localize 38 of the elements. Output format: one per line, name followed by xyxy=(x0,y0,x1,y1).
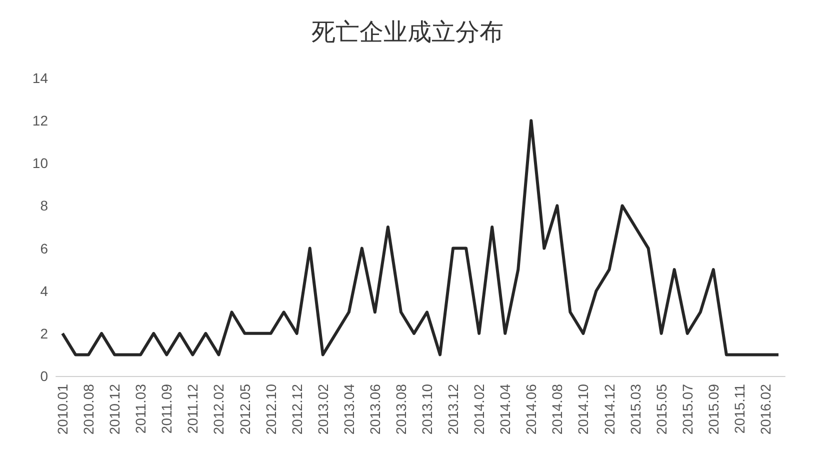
x-tick-label: 2012.02 xyxy=(210,384,227,435)
y-tick-label: 4 xyxy=(40,282,48,299)
x-tick-label: 2015.09 xyxy=(705,384,722,435)
x-tick-label: 2013.04 xyxy=(340,384,357,435)
x-tick-label: 2015.07 xyxy=(679,384,696,435)
x-tick-label: 2012.10 xyxy=(262,384,279,435)
x-tick-label: 2014.06 xyxy=(523,384,540,435)
x-tick-label: 2011.12 xyxy=(184,384,201,434)
x-tick-label: 2010.01 xyxy=(54,384,71,435)
y-tick-label: 8 xyxy=(40,198,48,214)
x-tick-label: 2015.05 xyxy=(653,384,670,435)
x-tick-label: 2014.02 xyxy=(471,384,488,435)
x-tick-label: 2011.09 xyxy=(158,384,175,434)
x-tick-label: 2014.08 xyxy=(549,384,566,435)
x-tick-label: 2012.05 xyxy=(236,384,253,435)
y-tick-label: 10 xyxy=(32,155,48,172)
x-tick-label: 2015.03 xyxy=(627,384,644,435)
x-tick-label: 2013.10 xyxy=(419,384,436,435)
x-tick-label: 2010.12 xyxy=(106,384,123,435)
chart-title: 死亡企业成立分布 xyxy=(312,19,504,46)
x-tick-label: 2014.04 xyxy=(497,384,514,435)
x-tick-label: 2013.12 xyxy=(445,384,462,435)
x-tick-label: 2013.02 xyxy=(314,384,331,435)
y-tick-label: 2 xyxy=(40,325,48,342)
y-tick-label: 6 xyxy=(40,240,48,256)
y-tick-label: 12 xyxy=(32,112,48,129)
x-tick-label: 2012.12 xyxy=(288,384,305,435)
x-tick-label: 2013.06 xyxy=(366,384,383,435)
x-tick-label: 2011.03 xyxy=(132,384,149,434)
line-series xyxy=(61,119,780,356)
y-tick-label: 0 xyxy=(40,368,48,384)
x-tick-label: 2014.10 xyxy=(575,384,592,435)
x-tick-label: 2016.02 xyxy=(757,384,774,435)
x-tick-label: 2015.11 xyxy=(731,384,748,434)
y-tick-label: 14 xyxy=(32,70,48,86)
x-tick-label: 2010.08 xyxy=(80,384,97,435)
x-tick-label: 2014.12 xyxy=(601,384,618,435)
x-tick-label: 2013.08 xyxy=(392,384,409,435)
